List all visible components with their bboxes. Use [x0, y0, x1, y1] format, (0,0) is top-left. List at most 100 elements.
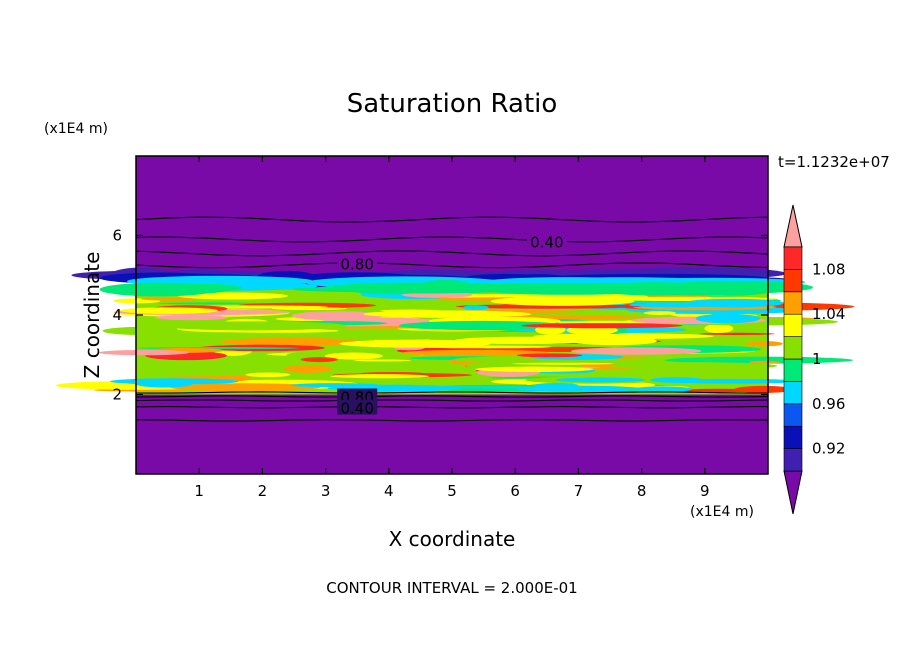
field-streak [120, 307, 219, 314]
field-streak [196, 299, 328, 303]
field-streak [248, 357, 279, 361]
field-streak [512, 362, 614, 365]
x-tick-label: 3 [321, 482, 331, 500]
contour-label: 0.40 [340, 400, 373, 418]
contour-lines: 0.400.800.800.40 [135, 216, 769, 422]
field-streak [570, 347, 702, 355]
colorbar-tick-label: 1.04 [812, 305, 845, 323]
colorbar-tick-label: 1 [812, 350, 822, 368]
contour-line [135, 419, 769, 422]
field-streak [474, 366, 594, 373]
colorbar-min-arrow [783, 470, 803, 515]
field-streak [520, 323, 683, 329]
contour-line [135, 395, 769, 398]
y-axis-ticks: 2 4 6 [112, 227, 768, 404]
contour-line [135, 406, 768, 409]
field-streak [330, 334, 453, 340]
field-streak [155, 314, 228, 321]
y-tick-label: 6 [112, 227, 122, 245]
x-unit-label: (x1E4 m) [690, 504, 754, 520]
field-streak [98, 349, 190, 356]
field-streak [150, 370, 221, 378]
contour-label: 0.40 [530, 233, 563, 251]
contour-line [135, 250, 769, 257]
field-streak [398, 320, 566, 331]
field-streak [324, 352, 383, 360]
colorbar-swatch [783, 358, 803, 382]
x-tick-label: 4 [384, 482, 394, 500]
contour-line [135, 262, 769, 269]
colorbar-swatch [783, 381, 803, 405]
colorbar-tick-label: 0.92 [812, 440, 845, 458]
field-streak [625, 367, 706, 378]
field-streak [490, 296, 635, 306]
field-streak [102, 326, 177, 335]
field-streak [330, 374, 429, 379]
field-streak [220, 337, 362, 346]
field-streak [363, 310, 532, 318]
x-axis-title: X coordinate [389, 527, 516, 551]
x-tick-label: 7 [574, 482, 584, 500]
colorbar-swatch [783, 246, 803, 270]
field-streak [170, 383, 320, 392]
y-axis-title: Z coordinate [80, 252, 104, 379]
field-streak [161, 321, 346, 331]
colorbar-tick-label: 0.96 [812, 395, 845, 413]
field-streak [454, 336, 594, 345]
colorbar-swatch [783, 425, 803, 449]
field-streak [516, 385, 642, 392]
field-streak [290, 383, 382, 388]
contour-line [135, 236, 769, 243]
field-streak [555, 377, 646, 383]
field-streak [177, 292, 288, 300]
field-streak [633, 386, 693, 392]
field-streak [271, 307, 347, 311]
field-streak [157, 302, 264, 305]
field-streak [455, 304, 642, 309]
field-streak [704, 323, 734, 334]
field-streak [104, 283, 230, 295]
field-streak [353, 359, 412, 362]
field-streak [291, 311, 383, 321]
field-streak [745, 341, 783, 347]
colorbar-swatch [783, 336, 803, 360]
colorbar-swatch [783, 448, 803, 472]
field-streak [478, 283, 660, 295]
colorbar-tick-label: 1.08 [812, 260, 845, 278]
chart-title: Saturation Ratio [347, 89, 558, 119]
colorbar-swatch [783, 291, 803, 315]
field-streak [401, 349, 551, 356]
colorbar-max-arrow [783, 204, 803, 248]
colorbar-swatch [783, 403, 803, 427]
field-streak [300, 357, 338, 363]
field-streak [749, 360, 781, 364]
field-streak [699, 332, 775, 335]
contour-label: 0.80 [340, 255, 373, 273]
field-streak [164, 376, 256, 379]
x-tick-label: 5 [447, 482, 457, 500]
field-streak [650, 377, 704, 383]
y-unit-label: (x1E4 m) [44, 121, 108, 137]
colorbar-swatch [783, 313, 803, 337]
contour-label-bg [337, 399, 378, 415]
y-tick-label: 2 [112, 386, 122, 404]
field-streak [643, 311, 676, 315]
field-streak [516, 353, 583, 358]
colorbar: 0.92 0.96 1 1.04 1.08 [783, 204, 845, 515]
field-streak [598, 334, 655, 343]
field-streak [695, 313, 761, 324]
field-streak [339, 339, 492, 348]
contour-line [135, 391, 768, 394]
x-axis-ticks: 1 2 3 4 5 6 7 8 9 [194, 156, 710, 500]
contour-line [135, 216, 769, 223]
field-streak [283, 364, 333, 373]
contour-label-bg [337, 255, 378, 271]
contour-label-bg [526, 233, 567, 249]
contour-line [135, 399, 769, 402]
field-streak [734, 385, 794, 393]
field-streak [664, 356, 854, 364]
field-streak [462, 305, 489, 310]
contour-interval-note: CONTOUR INTERVAL = 2.000E-01 [326, 579, 577, 597]
field-streak [380, 309, 441, 313]
field-streak [628, 302, 722, 308]
